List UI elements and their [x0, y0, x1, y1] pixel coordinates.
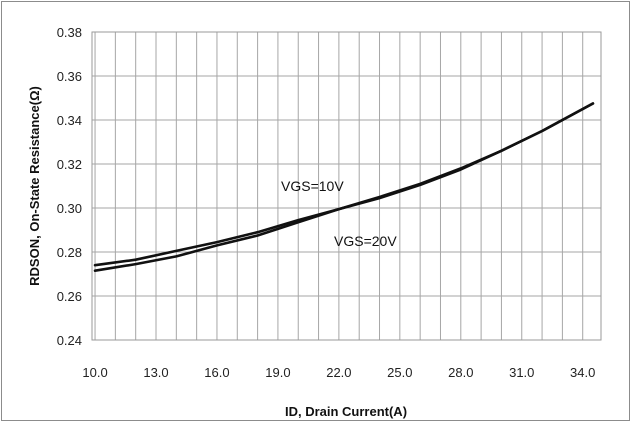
x-axis-title: ID, Drain Current(A): [285, 404, 407, 419]
x-tick-label: 19.0: [265, 365, 290, 380]
y-tick-label: 0.28: [57, 245, 82, 260]
y-tick-label: 0.26: [57, 289, 82, 304]
y-tick-label: 0.32: [57, 157, 82, 172]
series-line-vgs20: [93, 102, 595, 273]
series-label-vgs10: VGS=10V: [281, 178, 344, 194]
y-tick-label: 0.38: [57, 25, 82, 40]
y-tick-label: 0.30: [57, 201, 82, 216]
y-tick-label: 0.36: [57, 69, 82, 84]
x-tick-label: 10.0: [82, 365, 107, 380]
x-tick-label: 13.0: [143, 365, 168, 380]
y-tick-labels: 0.24 0.26 0.28 0.30 0.32 0.34 0.36 0.38: [57, 25, 82, 348]
x-tick-label: 22.0: [326, 365, 351, 380]
x-tick-label: 25.0: [387, 365, 412, 380]
series-label-vgs20: VGS=20V: [334, 233, 397, 249]
series-layer: [93, 102, 595, 273]
x-tick-labels: 10.0 13.0 16.0 19.0 22.0 25.0 28.0 31.0 34.0: [82, 365, 595, 380]
x-tick-label: 31.0: [509, 365, 534, 380]
x-tick-label: 34.0: [570, 365, 595, 380]
x-tick-label: 16.0: [204, 365, 229, 380]
y-tick-label: 0.34: [57, 113, 82, 128]
x-tick-label: 28.0: [448, 365, 473, 380]
plot-area-border: [91, 31, 602, 341]
grid-lines: [92, 31, 601, 341]
y-axis-title: RDSON, On-State Resistance(Ω): [27, 86, 42, 286]
y-tick-label: 0.24: [57, 333, 82, 348]
